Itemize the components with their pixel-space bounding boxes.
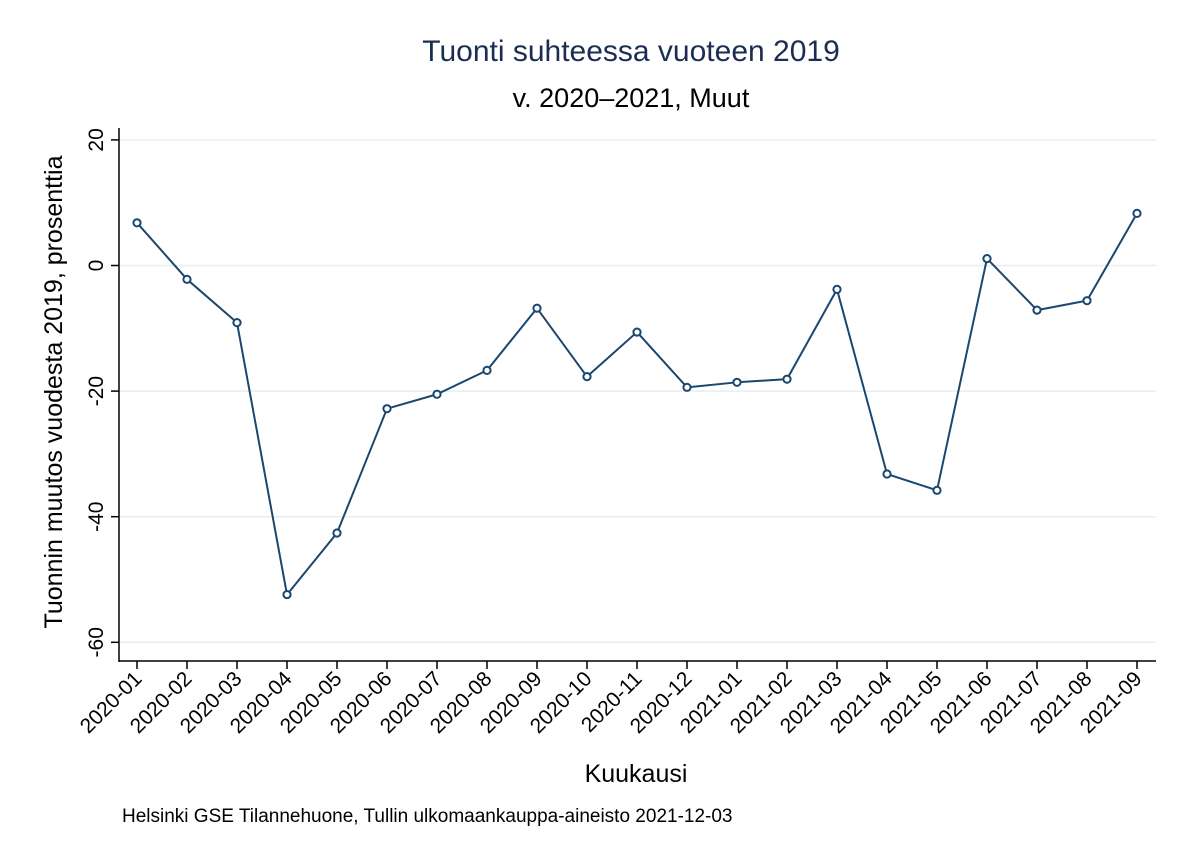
chart-title: Tuonti suhteessa vuoteen 2019 — [422, 35, 840, 68]
y-tick-label: -20 — [85, 376, 108, 406]
y-tick-label: 0 — [85, 260, 108, 272]
data-point — [182, 274, 192, 284]
y-tick-label: -40 — [85, 502, 108, 532]
data-point — [1132, 208, 1142, 218]
data-point — [982, 253, 992, 264]
data-point — [682, 382, 692, 392]
data-point — [382, 404, 392, 414]
x-axis-title: Kuukausi — [585, 760, 688, 788]
data-point — [832, 284, 842, 294]
data-point — [232, 318, 242, 328]
y-tick-label: -60 — [85, 627, 108, 657]
data-point — [132, 218, 142, 228]
data-point — [632, 327, 642, 337]
data-point — [332, 528, 342, 538]
data-point — [1082, 296, 1092, 306]
data-point — [882, 469, 892, 479]
data-point — [732, 377, 742, 387]
source-note: Helsinki GSE Tilannehuone, Tullin ulkoma… — [122, 806, 733, 827]
grid-lines — [120, 139, 1156, 644]
data-point — [432, 389, 442, 399]
data-point — [282, 589, 292, 600]
data-point — [1032, 305, 1042, 315]
chart-subtitle: v. 2020–2021, Muut — [513, 83, 750, 113]
series-line — [136, 212, 1138, 596]
y-ticks: 20 0 -20 -40 -60 — [85, 128, 119, 657]
data-point — [482, 365, 492, 375]
data-point — [532, 303, 542, 313]
series — [132, 208, 1142, 600]
x-ticks: 2020-012020-022020-032020-042020-052020-… — [76, 661, 1147, 738]
data-point — [782, 374, 792, 384]
y-tick-label: 20 — [85, 128, 108, 151]
data-point — [582, 372, 592, 382]
y-axis-title: Tuonnin muutos vuodesta 2019, prosenttia — [40, 155, 68, 628]
axes — [118, 128, 1156, 662]
data-point — [932, 485, 942, 495]
